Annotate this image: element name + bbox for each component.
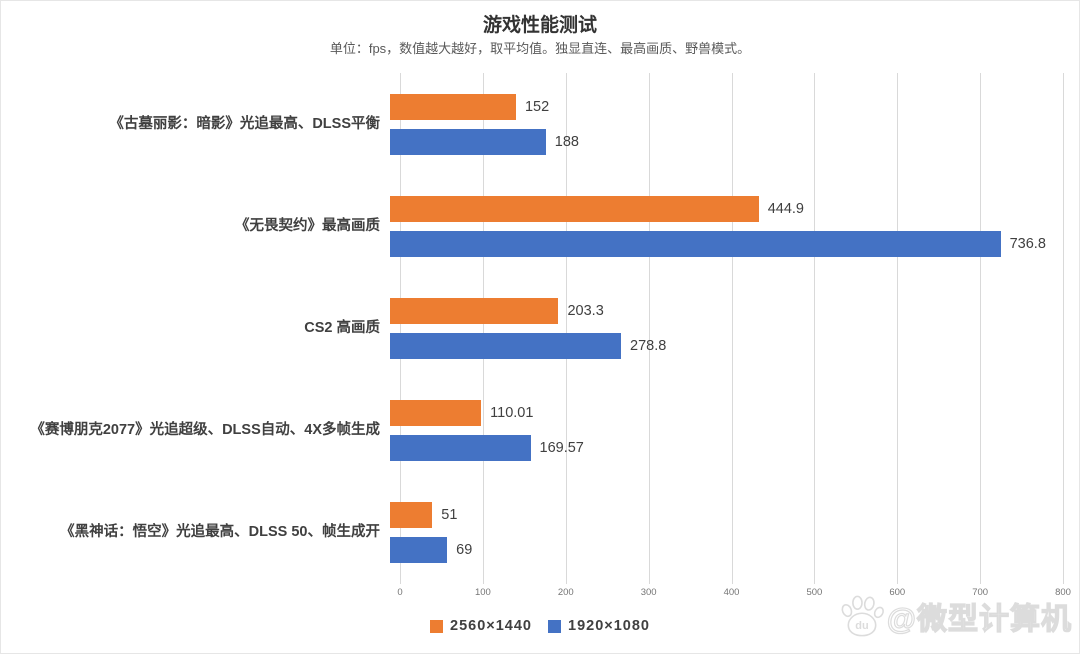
gridline-600 — [897, 73, 899, 584]
bar-line: 444.9 — [390, 195, 1070, 222]
gridline-800 — [1063, 73, 1064, 584]
gridline-200 — [565, 73, 567, 584]
baidu-paw-icon: du — [841, 595, 884, 637]
plot-gridlines — [400, 73, 1064, 584]
bar-group: 203.3 278.8 — [390, 297, 1070, 359]
category-label: CS2 高画质 — [304, 319, 380, 336]
chart-title: 游戏性能测试 — [482, 15, 597, 36]
x-tick-label-0: 0 — [397, 587, 403, 598]
gridline-700 — [980, 73, 982, 584]
watermark-text: @微型计算机 — [886, 602, 1072, 636]
bar-value-label: 278.8 — [630, 337, 667, 354]
bar-value-label: 736.8 — [1009, 235, 1046, 252]
bar-line: 736.8 — [390, 230, 1070, 257]
bar-row: 《黑神话：悟空》光追最高、DLSS 50、帧生成开 51 69 — [0, 481, 1080, 583]
bar-line: 110.01 — [390, 399, 1070, 426]
bar-2560×1440 — [390, 399, 482, 426]
category-label: 《黑神话：悟空》光追最高、DLSS 50、帧生成开 — [60, 523, 380, 540]
category-label: 《赛博朋克2077》光追超级、DLSS自动、4X多帧生成 — [30, 421, 380, 438]
watermark: du @微型计算机 — [839, 594, 1072, 638]
bar-line: 278.8 — [390, 332, 1070, 359]
bar-1920×1080 — [390, 536, 448, 563]
x-tick-label-500: 500 — [806, 587, 823, 598]
bar-value-label: 188 — [554, 133, 579, 150]
chart-legend: 2560×1440 1920×1080 — [0, 618, 1080, 634]
legend-label: 2560×1440 — [450, 618, 532, 634]
x-tick-label-400: 400 — [723, 587, 740, 598]
bar-row: 《赛博朋克2077》光追超级、DLSS自动、4X多帧生成 110.01 169.57 — [0, 379, 1080, 481]
x-tick-label-700: 700 — [972, 587, 989, 598]
x-tick-label-300: 300 — [640, 587, 657, 598]
bar-line: 169.57 — [390, 434, 1070, 461]
bar-group: 51 69 — [390, 501, 1070, 563]
bar-1920×1080 — [390, 332, 622, 359]
category-label: 《古墓丽影：暗影》光追最高、DLSS平衡 — [109, 115, 380, 132]
bar-group: 444.9 736.8 — [390, 195, 1070, 257]
bar-line: 188 — [390, 128, 1070, 155]
x-tick-label-100: 100 — [474, 587, 491, 598]
x-tick-label-600: 600 — [889, 587, 906, 598]
bar-1920×1080 — [390, 128, 546, 155]
legend-item: 1920×1080 — [548, 618, 650, 634]
bar-line: 152 — [390, 93, 1070, 120]
bar-row: CS2 高画质 203.3 278.8 — [0, 277, 1080, 379]
gridline-100 — [482, 73, 484, 584]
legend-item: 2560×1440 — [430, 618, 532, 634]
x-axis-ticks: 0 100 200 300 400 500 600 700 800 — [397, 587, 1071, 601]
gridline-300 — [648, 73, 650, 584]
bar-rows: 《古墓丽影：暗影》光追最高、DLSS平衡 152 188 《无畏契约》最高画质 444.… — [0, 73, 1080, 584]
bar-2560×1440 — [390, 93, 516, 120]
bar-group: 152 188 — [390, 93, 1070, 155]
bar-2560×1440 — [390, 195, 759, 222]
bar-value-label: 169.57 — [539, 439, 584, 456]
chart-subtitle: 单位：fps，数值越大越好，取平均值。独显直连、最高画质、野兽模式。 — [329, 41, 751, 56]
bar-1920×1080 — [390, 230, 1001, 257]
svg-text:du: du — [855, 620, 868, 632]
bar-row: 《无畏契约》最高画质 444.9 736.8 — [0, 175, 1080, 277]
legend-swatch-icon — [430, 619, 444, 633]
legend-swatch-icon — [548, 619, 561, 633]
bar-line: 69 — [390, 536, 1070, 563]
bar-value-label: 110.01 — [490, 404, 534, 421]
bar-1920×1080 — [390, 434, 531, 461]
bar-value-label: 444.9 — [767, 200, 804, 217]
bar-line: 51 — [390, 501, 1070, 528]
bar-value-label: 69 — [456, 541, 473, 558]
category-label: 《无畏契约》最高画质 — [235, 217, 380, 234]
bar-2560×1440 — [390, 297, 559, 324]
bar-line: 203.3 — [390, 297, 1070, 324]
gridline-400 — [731, 73, 733, 584]
bar-2560×1440 — [390, 501, 433, 528]
x-tick-label-800: 800 — [1055, 587, 1071, 598]
bar-value-label: 152 — [524, 98, 550, 115]
legend-label: 1920×1080 — [568, 618, 650, 634]
gridline-500 — [814, 73, 816, 584]
bar-value-label: 203.3 — [567, 302, 604, 319]
gridline-0 — [400, 73, 401, 584]
bar-row: 《古墓丽影：暗影》光追最高、DLSS平衡 152 188 — [0, 73, 1080, 175]
bar-group: 110.01 169.57 — [390, 399, 1070, 461]
x-tick-label-200: 200 — [557, 587, 574, 598]
bar-value-label: 51 — [441, 506, 458, 523]
